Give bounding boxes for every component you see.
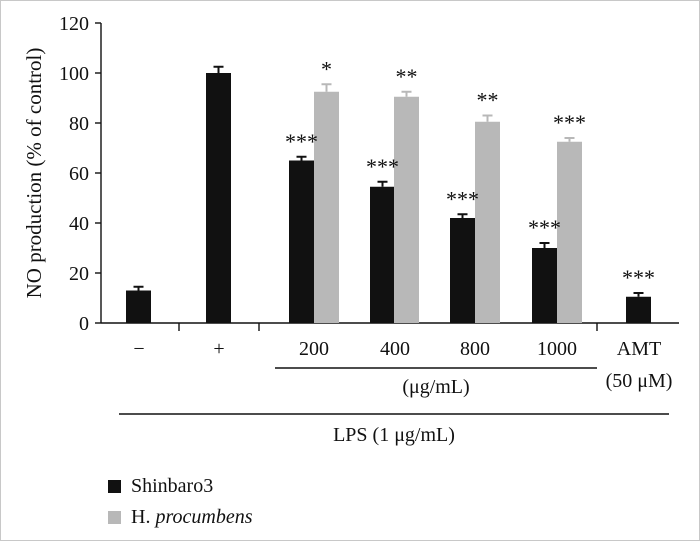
bar-h-procumbens (394, 96, 419, 323)
bar-shinbaro3 (532, 248, 557, 323)
error-bars-layer (133, 65, 644, 297)
significance-layer: **************** ******* (285, 56, 655, 290)
bar-shinbaro3 (126, 290, 151, 323)
y-tick-label: 0 (79, 313, 89, 335)
x-tick-label: 1000 (537, 338, 577, 360)
legend-label-h-procumbens: H. procumbens (131, 506, 253, 528)
significance-marker: ** (477, 88, 499, 113)
legend-label-italic: procumbens (153, 506, 252, 528)
x-tick-label: + (213, 338, 224, 360)
y-tick-label: 100 (59, 63, 89, 85)
significance-marker: *** (446, 186, 479, 211)
significance-marker: ** (396, 64, 418, 89)
y-tick-label: 20 (69, 263, 89, 285)
significance-marker: * (321, 56, 332, 81)
bar-shinbaro3 (370, 186, 395, 323)
x-tick-label: 800 (460, 338, 490, 360)
bar-h-procumbens (557, 141, 582, 323)
lps-group-label: LPS (1 μg/mL) (333, 424, 455, 446)
axes-layer: 0 20 40 60 80 100 120 (59, 13, 679, 335)
concentration-unit-label: (μg/mL) (402, 376, 469, 398)
bar-shinbaro3 (289, 160, 314, 323)
x-tick-label: 200 (299, 338, 329, 360)
significance-marker: *** (622, 265, 655, 290)
y-tick-label: 60 (69, 163, 89, 185)
bars-layer (126, 73, 651, 323)
significance-marker: *** (285, 129, 318, 154)
bar-h-procumbens (475, 121, 500, 323)
legend-label-prefix: H. (131, 506, 155, 528)
significance-marker: *** (366, 154, 399, 179)
y-tick-label: 40 (69, 213, 89, 235)
x-tick-label: 400 (380, 338, 410, 360)
bar-shinbaro3 (206, 73, 231, 323)
bar-shinbaro3 (626, 296, 651, 323)
amt-concentration-label: (50 μM) (606, 370, 673, 392)
bar-shinbaro3 (450, 218, 475, 323)
y-tick-label: 120 (59, 13, 89, 35)
x-tick-label: AMT (617, 338, 661, 360)
legend-swatch-h-procumbens (108, 511, 121, 524)
legend-swatch-shinbaro3 (108, 480, 121, 493)
y-axis-label: NO production (% of control) (22, 48, 46, 299)
bar-h-procumbens (314, 91, 339, 323)
significance-marker: *** (553, 110, 586, 135)
x-tick-label: − (133, 338, 144, 360)
y-tick-label: 80 (69, 113, 89, 135)
significance-marker: *** (528, 215, 561, 240)
legend-label-shinbaro3: Shinbaro3 (131, 475, 213, 497)
